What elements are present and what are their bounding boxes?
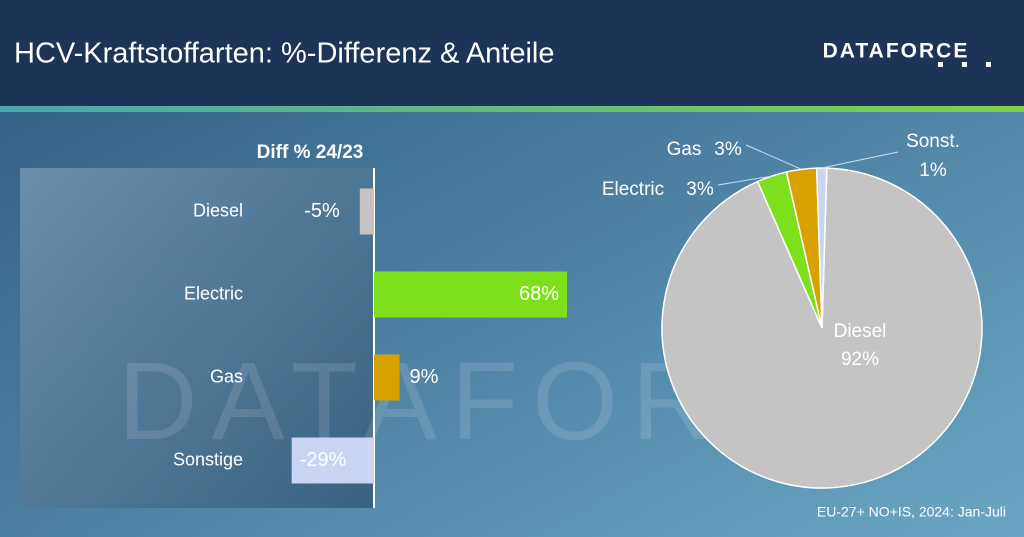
category-label: Diesel [193, 200, 243, 220]
bar [374, 271, 567, 318]
slice-category: Sonst. [906, 131, 960, 152]
value-label: 68% [519, 283, 559, 305]
bar [374, 354, 400, 401]
page-title: HCV-Kraftstoffarten: %-Differenz & Antei… [14, 38, 555, 70]
leader-line [717, 175, 772, 186]
slice-value: 1% [919, 160, 947, 181]
header-stripe [0, 106, 1024, 112]
slice-category: Diesel [834, 321, 887, 342]
bar-title: Diff % 24/23 [257, 142, 364, 163]
bar [359, 188, 374, 235]
slice-value: 92% [841, 349, 879, 370]
slice-value: 3% [686, 179, 714, 200]
value-label: -29% [300, 449, 347, 471]
value-label: 9% [410, 366, 439, 388]
header-bar [0, 0, 1024, 106]
slice-category: Electric [602, 179, 664, 200]
category-label: Sonstige [173, 449, 243, 469]
category-label: Gas [210, 366, 243, 386]
category-label: Electric [184, 283, 243, 303]
pie-slice [815, 167, 828, 329]
slice-category: Gas [667, 139, 702, 160]
leader-line [745, 144, 802, 170]
logo-dots [938, 62, 991, 67]
bar [291, 437, 374, 484]
footnote: EU-27+ NO+IS, 2024: Jan-Juli [817, 504, 1006, 520]
value-label: -5% [304, 200, 340, 222]
leader-line [821, 151, 899, 169]
slice-value: 3% [714, 139, 742, 160]
logo: DATAFORCE [823, 40, 970, 63]
